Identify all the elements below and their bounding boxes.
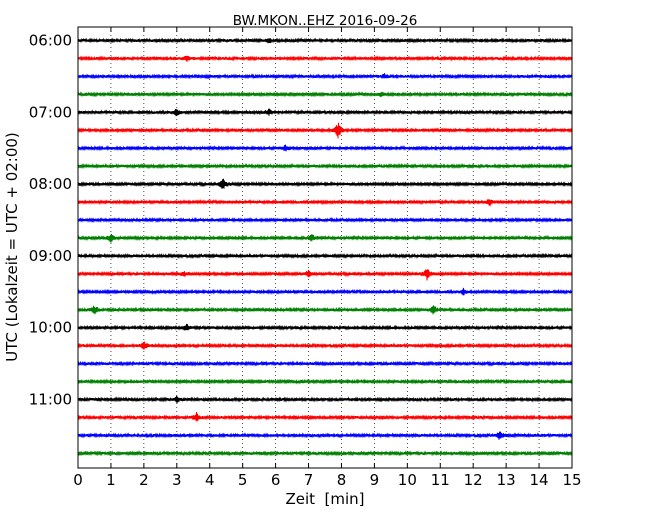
trace-line — [77, 323, 573, 331]
x-tick-label: 2 — [139, 471, 149, 489]
trace-line — [77, 198, 573, 207]
y-axis-ticks: 06:00 07:00 08:00 09:00 10:00 11:00 — [29, 32, 572, 409]
y-tick-label: 06:00 — [29, 32, 72, 50]
trace-line — [77, 450, 573, 457]
trace-line — [77, 360, 573, 367]
y-axis-label: UTC (Lokalzeit = UTC + 02:00) — [3, 132, 21, 362]
x-axis-ticks: 0 1 2 3 4 5 6 7 8 9 10 11 12 13 14 15 — [73, 27, 582, 489]
x-tick-label: 7 — [304, 471, 314, 489]
trace-line — [77, 234, 573, 243]
x-tick-label: 9 — [370, 471, 380, 489]
x-tick-label: 13 — [497, 471, 516, 489]
grid-lines — [110, 27, 540, 468]
chart-title: BW.MKON..EHZ 2016-09-26 — [233, 13, 418, 29]
x-tick-label: 1 — [106, 471, 116, 489]
x-axis-label: Zeit [min] — [285, 490, 364, 508]
trace-line — [77, 73, 573, 80]
trace-line — [77, 378, 573, 385]
trace-line — [77, 216, 573, 224]
y-tick-label: 08:00 — [29, 175, 72, 193]
trace-line — [77, 431, 573, 440]
y-tick-label: 09:00 — [29, 247, 72, 265]
trace-line — [77, 178, 573, 189]
y-tick-label: 10:00 — [29, 319, 72, 337]
x-tick-label: 15 — [562, 471, 581, 489]
x-tick-label: 8 — [337, 471, 347, 489]
trace-line — [77, 91, 573, 98]
trace-line — [77, 305, 573, 315]
x-tick-label: 3 — [172, 471, 182, 489]
trace-line — [77, 122, 573, 139]
trace-line — [77, 144, 573, 152]
trace-line — [77, 37, 573, 44]
x-tick-label: 5 — [238, 471, 248, 489]
trace-line — [77, 55, 573, 62]
trace-group — [77, 37, 573, 457]
y-tick-label: 07:00 — [29, 103, 72, 121]
x-tick-label: 4 — [205, 471, 215, 489]
trace-line — [77, 341, 573, 350]
plot-frame — [77, 26, 573, 469]
x-tick-label: 12 — [464, 471, 483, 489]
trace-line — [77, 108, 573, 117]
x-tick-label: 10 — [398, 471, 417, 489]
trace-line — [77, 162, 573, 170]
x-tick-label: 14 — [530, 471, 549, 489]
trace-line — [77, 287, 573, 296]
trace-line — [77, 395, 573, 404]
x-tick-label: 6 — [271, 471, 281, 489]
x-tick-label: 0 — [73, 471, 83, 489]
x-tick-label: 11 — [431, 471, 450, 489]
trace-line — [77, 269, 573, 281]
trace-line — [77, 252, 573, 260]
trace-line — [77, 412, 573, 422]
y-tick-label: 11:00 — [29, 391, 72, 409]
